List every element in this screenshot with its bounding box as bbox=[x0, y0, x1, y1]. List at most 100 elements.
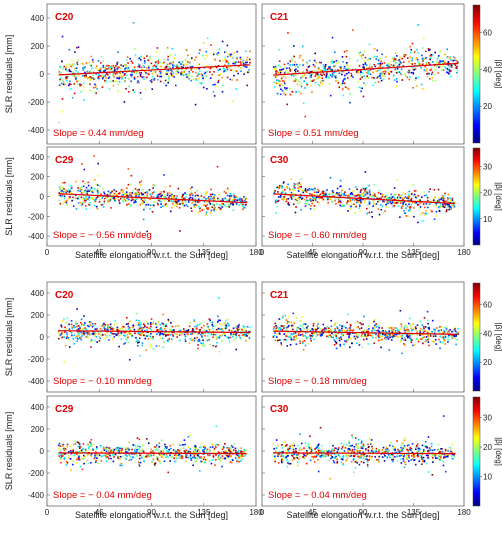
scatter-point bbox=[91, 198, 94, 201]
scatter-point bbox=[449, 57, 452, 59]
scatter-point bbox=[284, 70, 287, 73]
scatter-point bbox=[322, 80, 325, 82]
scatter-point bbox=[438, 196, 440, 199]
scatter-point bbox=[296, 197, 299, 200]
scatter-point bbox=[417, 194, 420, 197]
scatter-point bbox=[366, 204, 369, 206]
scatter-point bbox=[100, 75, 102, 77]
scatter-point bbox=[132, 69, 134, 72]
scatter-point bbox=[198, 449, 200, 451]
scatter-point bbox=[205, 192, 208, 195]
scatter-point bbox=[198, 52, 201, 55]
scatter-point bbox=[277, 72, 280, 74]
scatter-point bbox=[61, 331, 63, 334]
scatter-point bbox=[289, 64, 291, 66]
scatter-point bbox=[286, 185, 288, 188]
scatter-point bbox=[230, 195, 233, 197]
scatter-point bbox=[181, 73, 184, 75]
scatter-point bbox=[200, 342, 202, 345]
scatter-point bbox=[211, 193, 214, 196]
scatter-point bbox=[164, 443, 166, 446]
scatter-point bbox=[339, 324, 341, 327]
scatter-point bbox=[328, 193, 331, 196]
scatter-point bbox=[126, 59, 128, 61]
scatter-point bbox=[233, 196, 236, 199]
scatter-point bbox=[340, 194, 343, 197]
slope-label: Slope = 0.44 mm/deg bbox=[53, 128, 144, 139]
scatter-point bbox=[302, 342, 304, 345]
scatter-point bbox=[447, 64, 450, 66]
scatter-point bbox=[240, 63, 242, 65]
scatter-point bbox=[446, 197, 449, 199]
scatter-point bbox=[91, 77, 93, 79]
scatter-point bbox=[337, 330, 340, 333]
scatter-point bbox=[194, 203, 197, 206]
scatter-point bbox=[288, 321, 291, 323]
scatter-point bbox=[193, 205, 196, 208]
scatter-point bbox=[443, 206, 446, 209]
scatter-point bbox=[142, 76, 145, 78]
scatter-point bbox=[241, 199, 243, 202]
scatter-point bbox=[282, 71, 285, 73]
scatter-point bbox=[176, 70, 179, 72]
scatter-point bbox=[228, 53, 230, 56]
scatter-point bbox=[117, 449, 120, 452]
scatter-point bbox=[283, 197, 285, 200]
scatter-point bbox=[429, 335, 432, 337]
scatter-point bbox=[368, 43, 371, 46]
scatter-point bbox=[322, 66, 325, 69]
scatter-point bbox=[197, 195, 200, 198]
scatter-point bbox=[208, 196, 211, 199]
scatter-point bbox=[110, 326, 113, 329]
scatter-point bbox=[425, 210, 427, 212]
scatter-point bbox=[91, 333, 94, 335]
scatter-point bbox=[99, 68, 102, 70]
scatter-point bbox=[58, 194, 61, 197]
scatter-point bbox=[214, 446, 217, 448]
scatter-point bbox=[181, 457, 183, 460]
scatter-point bbox=[106, 194, 109, 196]
scatter-point bbox=[230, 330, 233, 332]
scatter-point bbox=[215, 208, 218, 211]
scatter-point bbox=[198, 70, 201, 73]
scatter-point bbox=[228, 195, 231, 197]
scatter-point bbox=[313, 338, 315, 340]
scatter-point bbox=[311, 70, 313, 73]
scatter-point bbox=[74, 67, 76, 70]
scatter-point bbox=[359, 78, 362, 80]
scatter-point bbox=[230, 444, 233, 447]
scatter-point bbox=[141, 342, 144, 345]
scatter-point bbox=[124, 77, 127, 79]
scatter-point bbox=[58, 186, 61, 188]
scatter-point bbox=[156, 78, 159, 81]
scatter-point bbox=[232, 449, 235, 451]
scatter-point bbox=[377, 197, 379, 200]
scatter-point bbox=[311, 336, 313, 339]
scatter-point bbox=[181, 455, 184, 458]
scatter-point bbox=[95, 67, 97, 69]
scatter-point bbox=[128, 85, 131, 88]
scatter-point bbox=[80, 331, 82, 334]
scatter-point bbox=[248, 330, 251, 332]
scatter-point bbox=[63, 193, 65, 196]
scatter-point bbox=[117, 457, 119, 459]
scatter-point bbox=[342, 79, 345, 82]
scatter-point bbox=[173, 450, 175, 453]
scatter-point bbox=[335, 335, 337, 337]
scatter-point bbox=[423, 214, 425, 217]
scatter-point bbox=[91, 191, 94, 194]
scatter-point bbox=[164, 196, 167, 198]
scatter-point bbox=[209, 67, 212, 70]
scatter-point bbox=[181, 197, 184, 199]
scatter-point bbox=[164, 204, 167, 206]
scatter-point bbox=[112, 74, 114, 76]
scatter-point bbox=[71, 74, 74, 77]
scatter-point bbox=[302, 64, 304, 66]
scatter-point bbox=[190, 207, 193, 210]
scatter-point bbox=[397, 205, 400, 207]
scatter-point bbox=[134, 450, 137, 453]
scatter-point bbox=[84, 182, 87, 185]
scatter-point bbox=[318, 190, 320, 192]
scatter-point bbox=[241, 328, 243, 331]
scatter-point bbox=[290, 333, 293, 335]
